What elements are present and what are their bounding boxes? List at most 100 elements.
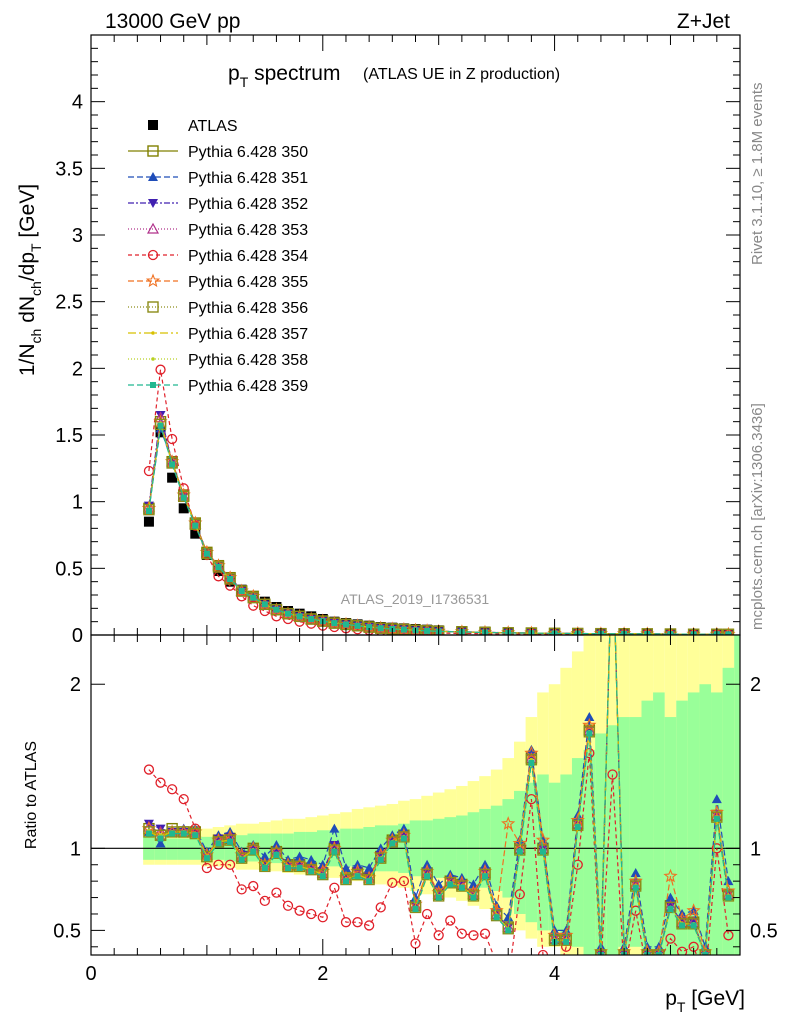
series-0-point bbox=[167, 472, 178, 483]
main-ytick-label: 0 bbox=[72, 625, 83, 647]
series-1-point bbox=[608, 532, 618, 541]
uncertainty-band-inner bbox=[687, 692, 700, 955]
series-7-point bbox=[328, 617, 341, 629]
series-9-point bbox=[203, 855, 210, 862]
uncertainty-band-inner bbox=[293, 831, 306, 864]
series-1-point bbox=[259, 851, 270, 861]
series-5-point bbox=[535, 832, 551, 847]
series-9-point bbox=[145, 830, 152, 837]
series-6-point bbox=[166, 826, 178, 838]
series-6-point bbox=[490, 909, 503, 922]
ratio-ytick-label-right: 1 bbox=[750, 838, 761, 860]
series-4-point bbox=[259, 895, 270, 906]
series-1-point bbox=[665, 892, 676, 902]
series-9-point bbox=[447, 881, 454, 888]
legend-label-0: ATLAS bbox=[188, 118, 238, 135]
series-5-point bbox=[248, 600, 259, 611]
series-7-point bbox=[293, 610, 306, 623]
legend-marker-1 bbox=[147, 145, 159, 157]
series-7-point bbox=[611, 535, 615, 539]
title-small: (ATLAS UE in Z production) bbox=[363, 66, 560, 83]
series-4-point bbox=[352, 917, 363, 928]
series-4-point bbox=[620, 967, 629, 976]
series-6-point bbox=[305, 863, 317, 876]
series-9-point bbox=[574, 824, 581, 830]
legend-label-8: Pythia 6.428 357 bbox=[188, 326, 308, 343]
series-10-point bbox=[227, 576, 234, 582]
series-9-point bbox=[424, 873, 431, 880]
series-4-point bbox=[363, 920, 375, 931]
series-9-point bbox=[273, 851, 280, 858]
series-10-point bbox=[725, 631, 732, 635]
legend-marker-6 bbox=[145, 273, 161, 288]
ratio-ytick-label: 1 bbox=[70, 838, 81, 860]
series-10-point bbox=[250, 594, 257, 601]
series-4-point bbox=[224, 859, 236, 870]
series-9-point bbox=[169, 830, 176, 837]
uncertainty-band-inner bbox=[606, 725, 619, 955]
series-6-point bbox=[398, 831, 410, 843]
series-3-point bbox=[608, 532, 618, 541]
series-6-point bbox=[608, 532, 618, 542]
series-9-point bbox=[482, 873, 489, 880]
series-6-point bbox=[235, 852, 248, 864]
series-6-point bbox=[409, 901, 422, 914]
series-4-point bbox=[504, 975, 513, 984]
ratio-ytick-label-right: 0.5 bbox=[750, 920, 778, 942]
series-5-point bbox=[582, 717, 597, 732]
main-panel: 00.511.522.533.54 pT spectrum (ATLAS UE … bbox=[16, 34, 741, 647]
series-6-point bbox=[479, 868, 491, 881]
series-4-point bbox=[387, 877, 398, 888]
series-7-point bbox=[224, 573, 236, 585]
series-6-point bbox=[722, 890, 735, 902]
series-7-point bbox=[189, 518, 202, 531]
series-9-point bbox=[679, 922, 686, 929]
uncertainty-band-inner bbox=[722, 667, 735, 955]
ratio-ylabel: Ratio to ATLAS bbox=[23, 741, 40, 849]
legend-marker-5 bbox=[147, 249, 159, 261]
ylabel-part: ch bbox=[28, 281, 44, 296]
series-9-point bbox=[342, 878, 349, 885]
series-6-point bbox=[282, 860, 294, 873]
uncertainty-band-inner bbox=[316, 830, 329, 865]
series-5-point bbox=[663, 868, 678, 883]
xlabel-p: p bbox=[665, 987, 677, 1010]
series-9-point bbox=[331, 848, 338, 855]
series-6-point bbox=[178, 826, 190, 838]
series-4-point bbox=[317, 912, 328, 923]
series-9-point bbox=[725, 894, 732, 901]
series-6-point bbox=[421, 868, 433, 881]
series-4-point bbox=[248, 880, 259, 892]
series-5-point bbox=[155, 364, 166, 375]
series-7-point bbox=[201, 547, 213, 560]
series-10-point bbox=[366, 624, 373, 631]
main-title: pT spectrum bbox=[228, 62, 340, 90]
legend-label-4: Pythia 6.428 353 bbox=[188, 222, 308, 239]
series-9-point bbox=[389, 840, 396, 847]
legend-marker-0 bbox=[148, 120, 158, 130]
series-9-point bbox=[285, 865, 292, 872]
series-6-point bbox=[653, 949, 665, 955]
ylabel-part: ch bbox=[28, 329, 44, 344]
series-4-point bbox=[665, 933, 676, 944]
series-1-point bbox=[294, 851, 305, 861]
uncertainty-band-inner bbox=[548, 782, 561, 931]
series-5-point bbox=[489, 903, 504, 917]
series-10-point bbox=[261, 601, 268, 608]
ratio-xtick-label: 0 bbox=[85, 963, 96, 985]
series-4-point bbox=[329, 882, 340, 893]
legend-label-5: Pythia 6.428 354 bbox=[188, 248, 308, 265]
uncertainty-band-inner bbox=[259, 833, 271, 862]
series-9-point bbox=[435, 894, 442, 901]
series-9-point bbox=[539, 848, 546, 855]
series-4-point bbox=[479, 928, 491, 939]
series-4-point bbox=[468, 930, 479, 941]
series-6-point bbox=[189, 827, 202, 840]
series-9-point bbox=[250, 848, 257, 855]
series-6-point bbox=[375, 852, 387, 864]
series-4-point bbox=[282, 900, 294, 911]
xlabel-rest: [GeV] bbox=[685, 987, 745, 1010]
main-ytick-label: 1.5 bbox=[55, 425, 83, 447]
series-4-point bbox=[398, 876, 410, 887]
legend-marker-9 bbox=[151, 357, 155, 361]
